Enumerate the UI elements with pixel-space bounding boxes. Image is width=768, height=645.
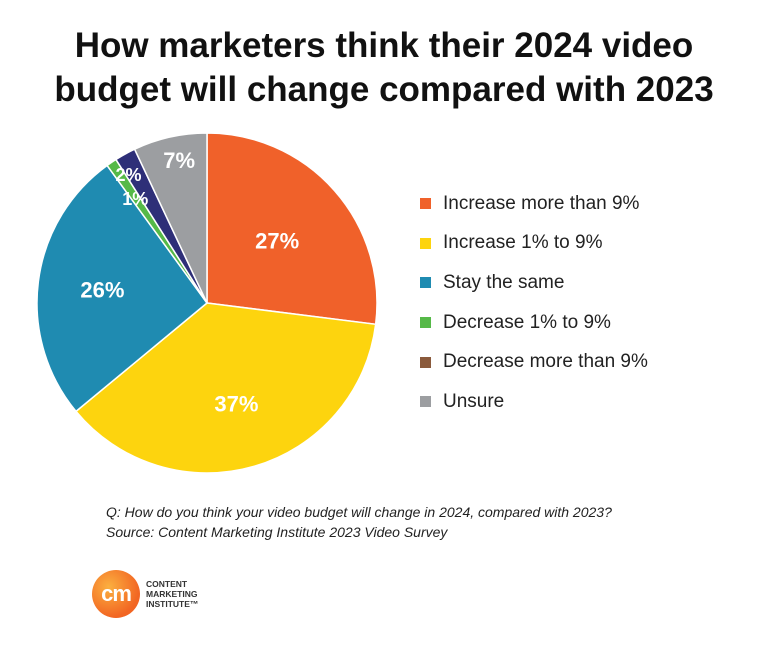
legend: Increase more than 9% Increase 1% to 9% St… — [420, 184, 648, 422]
legend-item-unsure: Unsure — [420, 382, 648, 422]
legend-label: Increase 1% to 9% — [443, 232, 603, 254]
logo-text-line-2: MARKETING — [146, 589, 198, 599]
pie-slice-stay-the-same — [36, 164, 209, 413]
legend-label: Decrease 1% to 9% — [443, 311, 611, 333]
slice-label-increase-1pct-to-9pct: 37% — [214, 392, 258, 417]
legend-swatch — [420, 237, 431, 249]
pie-slice-unsure — [133, 132, 208, 304]
slice-label-increase-more-than-9pct: 27% — [255, 229, 299, 254]
legend-swatch — [420, 396, 431, 408]
cmi-logo-mark: cm — [92, 570, 140, 618]
slice-label-stay-the-same: 26% — [80, 277, 124, 302]
cmi-logo: cm CONTENT MARKETING INSTITUTE™ — [92, 570, 198, 618]
legend-label: Stay the same — [443, 271, 565, 293]
chart-title-line-2: budget will change compared with 2023 — [54, 70, 714, 109]
slice-label-decrease-more-than-9pct: 2% — [116, 165, 142, 185]
source-note: Source: Content Marketing Institute 2023… — [106, 524, 448, 540]
slice-label-decrease-1pct-to-9pct: 1% — [122, 189, 148, 209]
chart-title-line-1: How marketers think their 2024 video — [74, 26, 694, 65]
pie-slice-increase-1pct-to-9pct — [74, 302, 377, 474]
cmi-logo-text: CONTENT MARKETING INSTITUTE™ — [146, 579, 198, 609]
logo-text-line-3: INSTITUTE™ — [146, 599, 199, 609]
legend-label: Unsure — [443, 390, 505, 412]
legend-item-decrease-1pct-to-9pct: Decrease 1% to 9% — [420, 303, 648, 343]
pie-slice-increase-more-than-9pct — [206, 132, 378, 326]
legend-label: Decrease more than 9% — [443, 351, 648, 373]
chart-title: How marketers think their 2024 video bud… — [0, 24, 768, 112]
legend-swatch — [420, 277, 431, 289]
legend-label: Increase more than 9% — [443, 192, 640, 214]
legend-item-increase-1pct-to-9pct: Increase 1% to 9% — [420, 224, 648, 264]
footnote: Q: How do you think your video budget wi… — [106, 502, 612, 542]
legend-item-decrease-more-than-9pct: Decrease more than 9% — [420, 342, 648, 382]
legend-item-stay-the-same: Stay the same — [420, 263, 648, 303]
slice-label-unsure: 7% — [163, 148, 195, 173]
legend-swatch — [420, 317, 431, 329]
logo-text-line-1: CONTENT — [146, 579, 188, 589]
legend-swatch — [420, 356, 431, 368]
legend-swatch — [420, 198, 431, 210]
legend-item-increase-more-than-9pct: Increase more than 9% — [420, 184, 648, 224]
survey-question: Q: How do you think your video budget wi… — [106, 504, 612, 520]
